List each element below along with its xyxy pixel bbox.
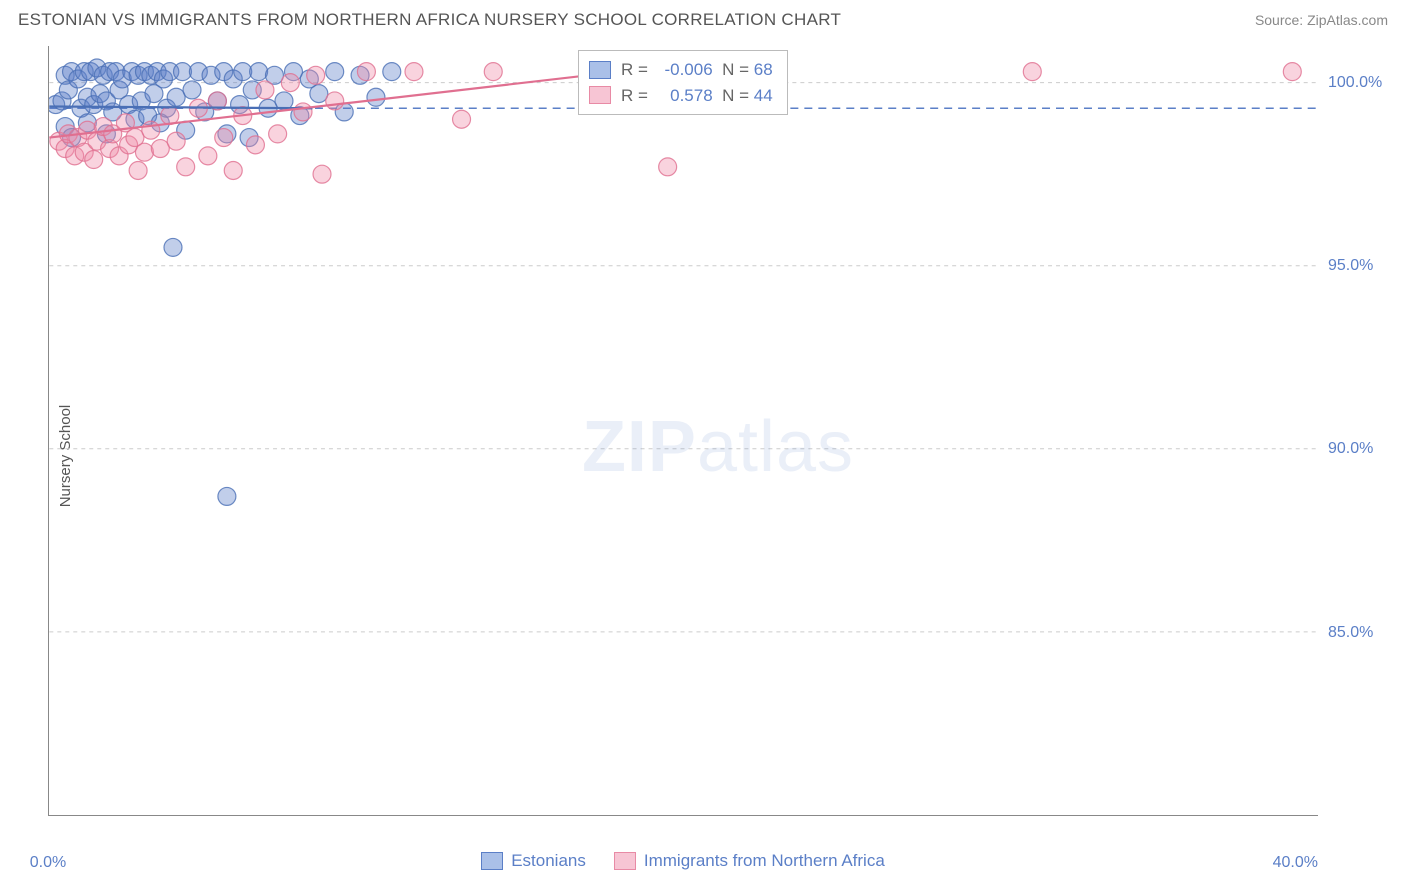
legend-item-immigrants: Immigrants from Northern Africa — [614, 851, 885, 871]
scatter-plot — [48, 46, 1318, 816]
swatch-icon — [481, 852, 503, 870]
legend-label: Immigrants from Northern Africa — [644, 851, 885, 871]
series-legend: Estonians Immigrants from Northern Afric… — [48, 851, 1318, 871]
y-tick-label: 100.0% — [1328, 74, 1382, 92]
swatch-immigrants — [589, 86, 611, 104]
chart-title: ESTONIAN VS IMMIGRANTS FROM NORTHERN AFR… — [18, 10, 841, 30]
chart-container: Nursery School R = -0.006 N = 68 R = 0.5… — [48, 46, 1388, 866]
y-tick-label: 85.0% — [1328, 624, 1373, 642]
n-value-immigrants: 44 — [754, 86, 773, 105]
swatch-icon — [614, 852, 636, 870]
correlation-legend: R = -0.006 N = 68 R = 0.578 N = 44 — [578, 50, 788, 115]
y-tick-label: 90.0% — [1328, 440, 1373, 458]
swatch-estonians — [589, 61, 611, 79]
legend-label: Estonians — [511, 851, 586, 871]
legend-row-estonians: R = -0.006 N = 68 — [589, 57, 773, 83]
y-tick-label: 95.0% — [1328, 257, 1373, 275]
r-value-estonians: -0.006 — [653, 57, 713, 83]
legend-row-immigrants: R = 0.578 N = 44 — [589, 83, 773, 109]
r-value-immigrants: 0.578 — [653, 83, 713, 109]
n-value-estonians: 68 — [754, 60, 773, 79]
source-attribution: Source: ZipAtlas.com — [1255, 12, 1388, 28]
legend-item-estonians: Estonians — [481, 851, 586, 871]
